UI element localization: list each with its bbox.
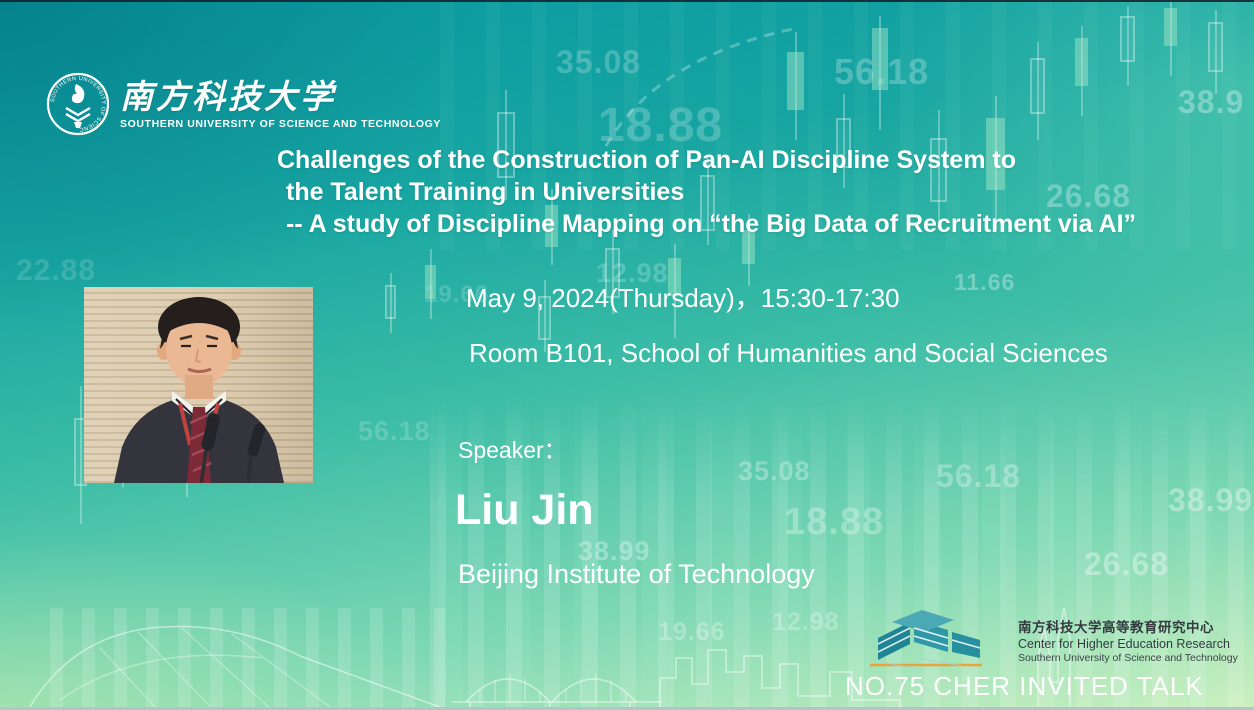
background-number: 26.68 <box>1046 178 1132 214</box>
background-number: 35.08 <box>556 44 642 80</box>
candlestick <box>538 280 551 352</box>
background-number: 56.18 <box>358 416 431 446</box>
candlestick <box>700 155 715 245</box>
talk-datetime: May 9, 2024(Thursday)，15:30-17:30 <box>466 283 900 313</box>
background-number: 56.18 <box>936 458 1022 494</box>
background-number: 38.99 <box>578 536 651 566</box>
talk-title-line1: Challenges of the Construction of Pan-AI… <box>277 146 1016 174</box>
candlestick <box>1120 6 1135 86</box>
speaker-affiliation: Beijing Institute of Technology <box>458 559 815 589</box>
candlestick <box>385 273 396 333</box>
volume-bars-decoration <box>50 608 445 710</box>
university-name-chinese: 南方科技大学 <box>120 77 336 115</box>
candlestick <box>497 90 515 200</box>
talk-title: Challenges of the Construction of Pan-AI… <box>277 144 1136 240</box>
speaker-portrait-graphic <box>114 297 284 483</box>
candlestick <box>1075 26 1088 116</box>
bottom-border-line <box>0 707 1254 710</box>
university-logo: SOUTHERN UNIVERSITY OF SCIENCE AND TECHN… <box>46 72 441 136</box>
university-name-english: SOUTHERN UNIVERSITY OF SCIENCE AND TECHN… <box>120 117 442 130</box>
candlestick <box>930 110 947 226</box>
candlestick <box>668 244 681 338</box>
background-number: 26.68 <box>1084 546 1170 582</box>
candlestick <box>425 249 436 319</box>
background-number: 18.88 <box>784 501 885 543</box>
talk-location: Room B101, School of Humanities and Soci… <box>469 338 1108 368</box>
cher-university-english: Southern University of Science and Techn… <box>1018 652 1238 664</box>
speaker-label: Speaker： <box>458 437 567 463</box>
candlestick <box>605 230 620 314</box>
background-number: 22.88 <box>16 254 97 287</box>
talk-series-title: NO.75 CHER INVITED TALK <box>845 671 1204 701</box>
speaker-name: Liu Jin <box>455 486 594 534</box>
candlestick <box>1030 42 1045 140</box>
background-number: 38.99 <box>1168 482 1254 518</box>
background-number: 12.98 <box>772 608 840 636</box>
candlestick <box>1208 10 1223 94</box>
candlestick <box>787 32 804 140</box>
background-number: 11.66 <box>954 269 1016 295</box>
speaker-photo <box>84 287 313 483</box>
candlestick <box>1164 0 1177 76</box>
cher-name-chinese: 南方科技大学高等教育研究中心 <box>1018 620 1214 635</box>
candlestick <box>545 189 558 265</box>
candlestick <box>986 96 1005 230</box>
candlestick <box>836 94 851 188</box>
cher-name-english: Center for Higher Education Research <box>1018 637 1230 651</box>
cher-logo-block: 南方科技大学高等教育研究中心 Center for Higher Educati… <box>862 608 1238 672</box>
background-number: 19.66 <box>658 618 726 646</box>
top-border-line <box>0 0 1254 2</box>
sustech-emblem-icon: SOUTHERN UNIVERSITY OF SCIENCE AND TECHN… <box>46 72 110 136</box>
background-number: 35.08 <box>738 456 811 486</box>
talk-title-line3: -- A study of Discipline Mapping on “the… <box>286 210 1137 238</box>
candlestick <box>742 214 755 286</box>
talk-title-line2: the Talent Training in Universities <box>286 178 685 206</box>
candlestick <box>872 16 888 130</box>
cher-building-icon <box>870 610 982 671</box>
background-number: 18.88 <box>598 99 724 152</box>
